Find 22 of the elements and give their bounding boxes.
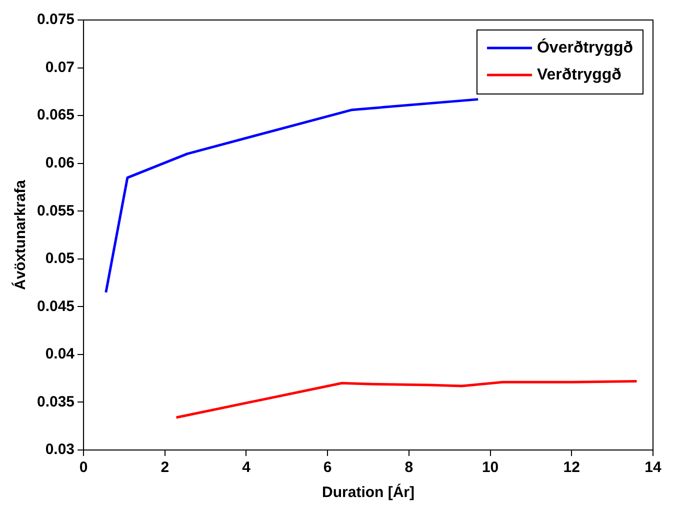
y-tick-label: 0.065 — [36, 106, 75, 124]
x-tick-label: 6 — [323, 459, 332, 476]
x-tick-label: 4 — [242, 459, 252, 476]
legend-label: Verðtryggð — [536, 66, 622, 84]
y-tick-label: 0.03 — [45, 441, 75, 458]
y-tick-label: 0.06 — [45, 154, 75, 172]
y-tick-label: 0.05 — [45, 250, 75, 268]
y-axis-title: Ávöxtunarkrafa — [11, 179, 30, 290]
y-tick-label: 0.045 — [36, 298, 75, 315]
x-tick-label: 10 — [482, 459, 499, 476]
x-tick-label: 8 — [404, 459, 414, 476]
x-tick-label: 14 — [644, 459, 662, 476]
x-tick-label: 12 — [563, 459, 580, 476]
x-tick-label: 2 — [160, 459, 170, 476]
y-tick-label: 0.055 — [36, 202, 75, 220]
y-tick-label: 0.075 — [36, 11, 75, 28]
y-tick-label: 0.035 — [36, 393, 75, 410]
y-tick-label: 0.07 — [45, 58, 75, 76]
x-tick-label: 0 — [79, 459, 88, 476]
y-tick-label: 0.04 — [45, 346, 76, 363]
x-axis-title: Duration [Ár] — [322, 483, 415, 502]
legend-label: Óverðtryggð — [536, 37, 634, 56]
